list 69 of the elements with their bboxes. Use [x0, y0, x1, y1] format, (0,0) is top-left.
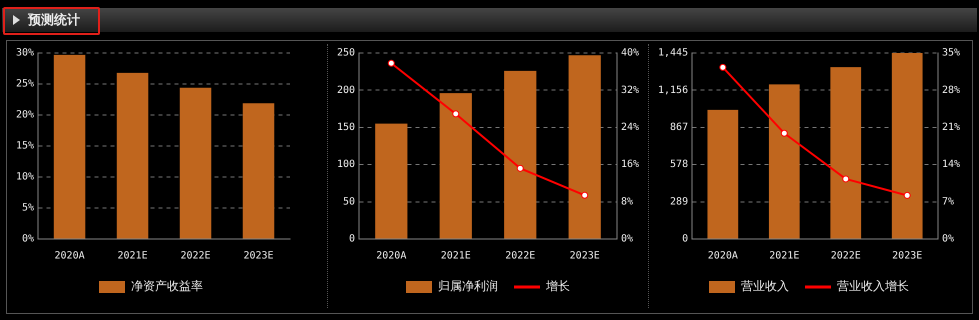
point	[842, 175, 850, 182]
x-tick-label: 2022E	[505, 250, 536, 262]
point	[719, 64, 726, 71]
bar	[504, 70, 536, 238]
y-tick-label: 1,156	[658, 84, 688, 96]
y-tick-label: 30%	[16, 48, 34, 59]
y2-tick-label: 0%	[942, 234, 954, 245]
y-tick-label: 150	[337, 122, 356, 133]
y-tick-label: 10%	[16, 172, 34, 183]
y2-tick-label: 14%	[942, 159, 960, 170]
x-tick-label: 2021E	[117, 250, 148, 262]
point	[516, 164, 524, 172]
legend-label: 营业收入增长	[837, 279, 909, 294]
legend-label: 营业收入	[741, 279, 789, 294]
bar	[54, 54, 86, 238]
bar	[116, 72, 148, 238]
y-tick-label: 250	[337, 48, 356, 59]
y2-tick-label: 0%	[620, 234, 633, 245]
y-tick-label: 50	[343, 196, 356, 208]
bar	[568, 55, 601, 238]
y-tick-label: 0%	[22, 234, 34, 245]
y2-tick-label: 16%	[620, 159, 639, 170]
point	[388, 60, 395, 67]
chart-title: 预测统计	[28, 12, 80, 29]
x-tick-label: 2023E	[570, 250, 600, 262]
y-tick-label: 15%	[16, 140, 34, 152]
bar	[242, 103, 274, 238]
y2-tick-label: 24%	[620, 122, 639, 133]
point	[780, 130, 788, 137]
y-tick-label: 0	[682, 234, 688, 245]
bar	[375, 124, 408, 238]
y-tick-label: 1,445	[658, 48, 688, 59]
y-tick-label: 289	[670, 196, 688, 208]
bar	[830, 67, 862, 238]
x-tick-label: 2023E	[243, 250, 274, 262]
y-tick-label: 25%	[16, 78, 34, 90]
y2-tick-label: 7%	[942, 196, 954, 208]
x-tick-label: 2020A	[708, 250, 738, 262]
x-tick-label: 2022E	[830, 250, 861, 262]
bar	[707, 110, 738, 238]
y2-tick-label: 35%	[942, 48, 960, 59]
y-tick-label: 5%	[22, 202, 34, 214]
point	[581, 192, 588, 199]
bar	[440, 93, 472, 238]
x-tick-label: 2020A	[54, 250, 85, 262]
legend-label: 净资产收益率	[131, 279, 203, 294]
bar	[180, 88, 212, 238]
bar	[892, 53, 923, 238]
legend-label: 归属净利润	[438, 279, 498, 294]
x-tick-label: 2021E	[769, 250, 800, 262]
y-tick-label: 867	[670, 122, 688, 133]
y2-tick-label: 8%	[620, 196, 633, 208]
y-tick-label: 20%	[16, 110, 34, 121]
point	[904, 192, 911, 199]
y2-tick-label: 32%	[620, 84, 639, 96]
x-tick-label: 2022E	[180, 250, 211, 262]
legend-label: 增长	[545, 279, 570, 294]
y-tick-label: 0	[349, 234, 356, 245]
x-tick-label: 2020A	[376, 250, 406, 262]
y2-tick-label: 28%	[942, 84, 960, 96]
point	[452, 110, 460, 118]
y2-tick-label: 21%	[942, 122, 960, 133]
x-tick-label: 2023E	[892, 250, 922, 262]
y-tick-label: 578	[670, 159, 688, 170]
bar	[768, 84, 800, 238]
x-tick-label: 2021E	[440, 250, 471, 262]
y-tick-label: 200	[337, 84, 356, 96]
y2-tick-label: 40%	[620, 48, 639, 59]
y-tick-label: 100	[337, 159, 356, 170]
